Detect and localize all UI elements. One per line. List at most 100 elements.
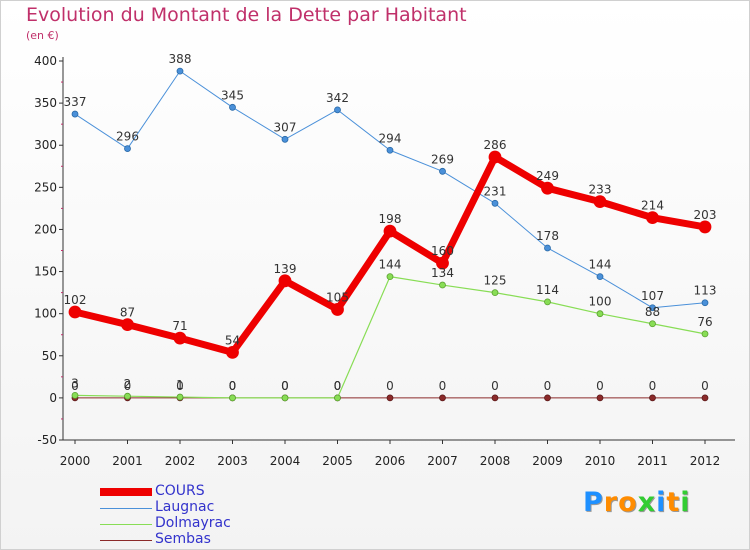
data-label-dolmayrac: 114: [536, 283, 559, 297]
x-tick-label: 2009: [532, 454, 563, 468]
data-labels: 0 0 0 0 0 0 0 0 0 0 0 0 03 2 1 0 0 0144134125114100887633…: [64, 52, 717, 393]
y-tick-label: 0: [49, 391, 57, 405]
point-dolmayrac: [124, 392, 131, 400]
point-sembas: [701, 394, 709, 402]
data-label-dolmayrac: 100: [589, 295, 612, 309]
chart-subtitle: (en €): [26, 29, 59, 42]
y-tick-label: 250: [34, 180, 57, 194]
data-label-laugnac: 342: [326, 91, 349, 105]
point-dolmayrac: [544, 298, 551, 306]
data-label-cours: 71: [172, 319, 187, 333]
data-label-sembas: 0: [124, 379, 132, 393]
point-laugnac: [439, 167, 446, 175]
data-label-laugnac: 294: [379, 131, 402, 145]
point-dolmayrac: [334, 394, 341, 402]
x-tick-label: 2006: [375, 454, 406, 468]
data-label-laugnac: 107: [641, 289, 664, 303]
point-laugnac: [124, 145, 131, 152]
point-laugnac: [701, 299, 709, 307]
point-sembas: [491, 394, 499, 402]
point-cours: [541, 181, 554, 195]
data-label-cours: 87: [120, 306, 135, 320]
data-label-sembas: 0: [334, 379, 342, 393]
point-cours: [383, 224, 397, 238]
point-cours: [331, 303, 344, 316]
data-label-sembas: 0: [544, 379, 552, 393]
data-label-dolmayrac: 76: [697, 315, 712, 329]
data-label-sembas: 0: [71, 379, 79, 393]
data-label-cours: 105: [326, 290, 349, 304]
point-dolmayrac: [596, 310, 604, 318]
data-label-laugnac: 178: [536, 229, 559, 243]
point-dolmayrac: [71, 391, 79, 399]
data-label-dolmayrac: 144: [379, 258, 402, 272]
point-dolmayrac: [701, 330, 709, 338]
data-label-sembas: 0: [386, 379, 394, 393]
data-label-laugnac: 231: [484, 184, 507, 198]
data-label-cours: 160: [431, 244, 454, 258]
point-laugnac: [176, 67, 184, 75]
chart-title: Evolution du Montant de la Dette par Hab…: [26, 4, 467, 26]
point-dolmayrac: [439, 281, 446, 289]
legend-label: COURS: [155, 483, 205, 499]
data-label-cours: 139: [274, 262, 297, 276]
data-label-dolmayrac: 2: [124, 377, 132, 391]
point-laugnac: [71, 110, 79, 118]
x-tick-label: 2011: [637, 454, 668, 468]
data-label-cours: 233: [589, 183, 612, 197]
data-label-sembas: 0: [596, 379, 604, 393]
data-label-cours: 286: [484, 138, 507, 152]
x-tick-label: 2007: [427, 454, 458, 468]
point-laugnac: [544, 244, 551, 252]
x-tick-label: 2010: [585, 454, 616, 468]
point-dolmayrac: [281, 394, 289, 402]
proxiti-logo: Proxiti: [583, 487, 691, 518]
point-cours: [593, 195, 607, 209]
y-tick-label: 300: [34, 138, 57, 152]
legend-swatch: [100, 539, 152, 541]
data-label-laugnac: 113: [694, 284, 717, 298]
point-dolmayrac: [176, 393, 184, 401]
point-laugnac: [229, 103, 236, 111]
legend-label: Sembas: [155, 531, 211, 547]
x-tick-label: 2004: [270, 454, 301, 468]
point-dolmayrac: [649, 320, 656, 328]
x-tick-label: 2000: [60, 454, 91, 468]
point-dolmayrac: [229, 394, 236, 402]
data-label-sembas: 0: [229, 379, 237, 393]
data-label-laugnac: 337: [64, 95, 87, 109]
point-sembas: [439, 394, 446, 402]
point-cours: [68, 305, 82, 319]
point-cours: [278, 274, 292, 288]
data-label-dolmayrac: 125: [484, 274, 507, 288]
y-tick-label: 150: [34, 265, 57, 279]
point-laugnac: [386, 146, 394, 154]
x-tick-label: 2008: [480, 454, 511, 468]
point-cours: [646, 211, 659, 225]
point-cours: [436, 256, 449, 270]
data-label-cours: 198: [379, 212, 402, 226]
data-label-sembas: 0: [439, 379, 447, 393]
point-sembas: [544, 394, 551, 402]
data-label-sembas: 0: [281, 379, 289, 393]
data-label-sembas: 0: [491, 379, 499, 393]
y-tick-label: 50: [42, 349, 57, 363]
legend-label: Laugnac: [155, 499, 215, 515]
x-tick-label: 2003: [217, 454, 248, 468]
data-label-cours: 203: [694, 208, 717, 222]
point-sembas: [596, 394, 604, 402]
data-label-dolmayrac: 134: [431, 266, 454, 280]
data-label-laugnac: 307: [274, 120, 297, 134]
data-label-laugnac: 144: [589, 258, 612, 272]
data-label-cours: 54: [225, 333, 240, 347]
legend-swatch: [100, 507, 152, 509]
data-label-cours: 214: [641, 199, 664, 213]
x-tick-label: 2005: [322, 454, 353, 468]
data-label-dolmayrac: 0: [334, 379, 342, 393]
point-cours: [488, 150, 502, 164]
x-tick-label: 2012: [690, 454, 721, 468]
point-laugnac: [649, 304, 656, 312]
data-label-sembas: 0: [701, 379, 709, 393]
point-cours: [698, 220, 712, 234]
